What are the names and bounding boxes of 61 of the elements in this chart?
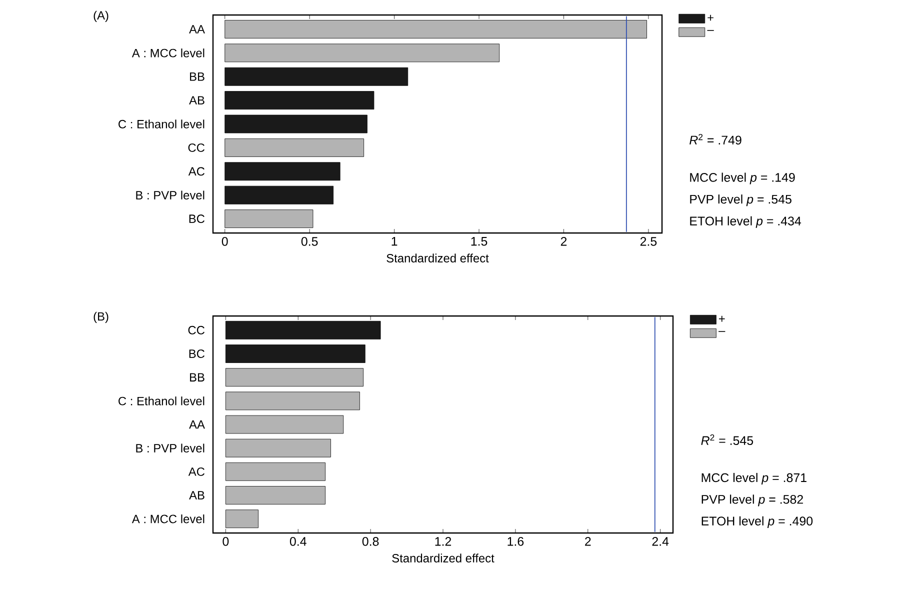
text: PVP level p = .545 bbox=[690, 194, 792, 206]
legend-label: + bbox=[708, 14, 714, 21]
text: ETOH level p = .434 bbox=[690, 216, 802, 228]
bar bbox=[224, 91, 374, 110]
y-tick-label: BB bbox=[190, 373, 204, 382]
legend-label: – bbox=[718, 331, 726, 332]
y-tick-label: AB bbox=[189, 491, 204, 500]
bar bbox=[224, 44, 500, 62]
x-tick-label: 2 bbox=[560, 237, 567, 246]
bar bbox=[224, 67, 408, 86]
y-tick-label: AA bbox=[189, 25, 205, 34]
bar bbox=[224, 138, 364, 157]
text: (B) bbox=[94, 312, 108, 324]
text: ETOH level p = .490 bbox=[702, 516, 813, 528]
y-tick-label: BC bbox=[189, 214, 205, 224]
bar bbox=[225, 415, 344, 434]
y-tick-label: AA bbox=[189, 420, 205, 429]
bar bbox=[224, 162, 340, 181]
x-tick-label: 1.2 bbox=[435, 537, 452, 546]
bar bbox=[224, 114, 368, 134]
bar bbox=[225, 438, 331, 458]
x-tick-label: 2.5 bbox=[640, 237, 657, 246]
x-tick-label: 0.5 bbox=[301, 237, 318, 246]
x-tick-label: 2 bbox=[585, 537, 591, 546]
bar bbox=[225, 392, 360, 410]
bar bbox=[225, 344, 366, 363]
y-tick-label: C : Ethanol level bbox=[118, 120, 204, 128]
y-tick-label: B : PVP level bbox=[136, 444, 204, 452]
y-tick-label: BB bbox=[190, 72, 204, 81]
y-tick-label: CC bbox=[188, 143, 205, 152]
bar bbox=[225, 462, 326, 481]
y-tick-label: C : Ethanol level bbox=[118, 396, 204, 406]
y-tick-label: A : MCC level bbox=[132, 514, 204, 524]
text: (A) bbox=[94, 10, 108, 22]
x-tick-label: 2.4 bbox=[652, 537, 669, 546]
legend-label: – bbox=[707, 30, 714, 31]
x-tick-label: 0 bbox=[222, 237, 228, 246]
y-tick-label: BC bbox=[189, 350, 205, 358]
y-tick-label: A : MCC level bbox=[132, 48, 204, 58]
bar bbox=[225, 486, 326, 504]
x-tick-label: 1 bbox=[392, 237, 398, 246]
x-axis-title: Standardized effect bbox=[386, 254, 489, 262]
x-tick-label: 0.4 bbox=[290, 537, 306, 546]
y-tick-label: CC bbox=[188, 326, 205, 334]
x-tick-label: 1.6 bbox=[508, 537, 524, 546]
y-tick-label: AC bbox=[188, 467, 205, 476]
y-tick-label: B : PVP level bbox=[136, 190, 204, 200]
text: MCC level p = .871 bbox=[702, 472, 806, 485]
text: R$^{2}$ = .545 bbox=[701, 434, 754, 445]
y-tick-label: AC bbox=[188, 167, 205, 176]
text: PVP level p = .582 bbox=[702, 494, 803, 506]
text: R$^{2}$ = .749 bbox=[690, 134, 742, 145]
legend-label: + bbox=[718, 316, 725, 322]
y-tick-label: AB bbox=[189, 96, 204, 104]
text: MCC level p = .149 bbox=[690, 172, 795, 184]
x-tick-label: 1.5 bbox=[471, 237, 488, 246]
x-tick-label: 0 bbox=[222, 537, 229, 546]
x-tick-label: 0.8 bbox=[362, 537, 379, 546]
bar bbox=[224, 186, 334, 204]
x-axis-title: Standardized effect bbox=[392, 554, 494, 562]
bar bbox=[225, 368, 364, 387]
